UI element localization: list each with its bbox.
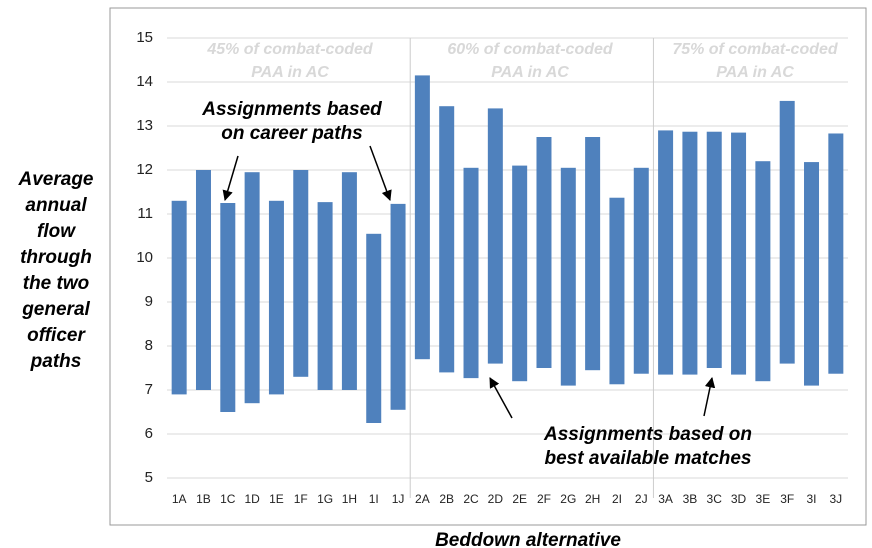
y-axis-label: general bbox=[21, 299, 90, 320]
x-tick-label: 1G bbox=[317, 492, 333, 506]
bar bbox=[317, 202, 333, 390]
bar bbox=[706, 131, 722, 368]
annotation: best available matches bbox=[545, 448, 752, 469]
bar bbox=[171, 200, 187, 395]
x-tick-label: 1A bbox=[172, 492, 187, 506]
x-tick-label: 2F bbox=[537, 492, 551, 506]
bar bbox=[682, 131, 698, 375]
bar bbox=[658, 130, 674, 375]
y-tick-label: 13 bbox=[136, 117, 153, 134]
annotation: on career paths bbox=[221, 123, 363, 144]
x-tick-label: 1C bbox=[220, 492, 236, 506]
group-label: 60% of combat-coded bbox=[447, 41, 614, 58]
x-tick-label: 2C bbox=[463, 492, 479, 506]
group-label: PAA in AC bbox=[491, 64, 569, 81]
y-tick-label: 7 bbox=[145, 381, 153, 398]
x-tick-label: 2B bbox=[439, 492, 454, 506]
x-tick-label: 1J bbox=[392, 492, 405, 506]
y-tick-label: 9 bbox=[145, 293, 153, 310]
bar bbox=[341, 172, 357, 390]
bar bbox=[755, 161, 771, 382]
x-tick-label: 2H bbox=[585, 492, 600, 506]
x-tick-label: 3B bbox=[683, 492, 698, 506]
y-tick-label: 11 bbox=[137, 205, 153, 222]
x-tick-label: 1H bbox=[342, 492, 357, 506]
annotation-arrow bbox=[369, 145, 392, 201]
x-tick-label: 2I bbox=[612, 492, 622, 506]
y-tick-label: 6 bbox=[145, 425, 153, 442]
y-axis-label: Average bbox=[18, 169, 94, 190]
x-tick-label: 1E bbox=[269, 492, 284, 506]
y-tick-label: 14 bbox=[136, 73, 153, 90]
y-axis-label: through bbox=[20, 247, 92, 268]
x-tick-label: 1I bbox=[369, 492, 379, 506]
bar bbox=[414, 75, 430, 360]
x-tick-label: 3D bbox=[731, 492, 747, 506]
bar bbox=[220, 203, 236, 412]
y-tick-label: 15 bbox=[136, 29, 153, 46]
x-tick-label: 3C bbox=[707, 492, 723, 506]
y-tick-label: 12 bbox=[136, 161, 153, 178]
x-tick-label: 2A bbox=[415, 492, 430, 506]
annotation: Assignments based bbox=[201, 99, 382, 120]
bar bbox=[828, 133, 844, 374]
x-tick-label: 3A bbox=[658, 492, 673, 506]
bar bbox=[633, 167, 649, 374]
group-label: 45% of combat-coded bbox=[206, 41, 374, 58]
bar bbox=[268, 200, 284, 395]
y-axis-label: the two bbox=[23, 273, 90, 294]
annotation: Assignments based on bbox=[543, 424, 752, 445]
plot-frame bbox=[109, 7, 867, 526]
x-tick-label: 1B bbox=[196, 492, 211, 506]
y-axis-label: annual bbox=[25, 195, 87, 216]
x-tick-label: 3F bbox=[780, 492, 794, 506]
x-tick-label: 3J bbox=[829, 492, 842, 506]
annotation-arrow bbox=[222, 155, 239, 202]
y-tick-label: 10 bbox=[136, 249, 153, 266]
y-tick-label: 8 bbox=[145, 337, 153, 354]
bar bbox=[293, 170, 309, 377]
y-axis-label: officer bbox=[27, 325, 86, 346]
x-tick-label: 2E bbox=[512, 492, 527, 506]
bar bbox=[390, 203, 406, 410]
bar bbox=[244, 172, 260, 404]
x-tick-label: 2D bbox=[488, 492, 504, 506]
bar bbox=[779, 100, 795, 364]
bar bbox=[439, 106, 455, 373]
annotation-arrow bbox=[703, 376, 716, 417]
bar bbox=[536, 137, 552, 368]
bar bbox=[463, 167, 479, 379]
bar bbox=[609, 197, 625, 385]
x-tick-label: 2J bbox=[635, 492, 648, 506]
x-tick-label: 1D bbox=[244, 492, 260, 506]
bar bbox=[195, 170, 211, 390]
bar bbox=[366, 233, 382, 423]
x-tick-label: 1F bbox=[294, 492, 308, 506]
bar bbox=[512, 165, 528, 382]
bar bbox=[585, 137, 601, 371]
x-axis-label: Beddown alternative bbox=[435, 530, 621, 548]
bar bbox=[731, 132, 747, 375]
group-label: PAA in AC bbox=[716, 64, 794, 81]
x-tick-label: 3E bbox=[756, 492, 771, 506]
y-axis-label: flow bbox=[37, 221, 76, 242]
bar bbox=[560, 167, 576, 386]
y-tick-label: 5 bbox=[145, 469, 153, 486]
x-tick-label: 3I bbox=[807, 492, 817, 506]
group-label: PAA in AC bbox=[251, 64, 329, 81]
annotation-arrow bbox=[489, 377, 513, 419]
x-tick-label: 2G bbox=[560, 492, 576, 506]
bar bbox=[487, 108, 503, 364]
group-label: 75% of combat-coded bbox=[672, 41, 839, 58]
bar bbox=[804, 162, 820, 386]
y-axis-label: paths bbox=[30, 351, 82, 372]
